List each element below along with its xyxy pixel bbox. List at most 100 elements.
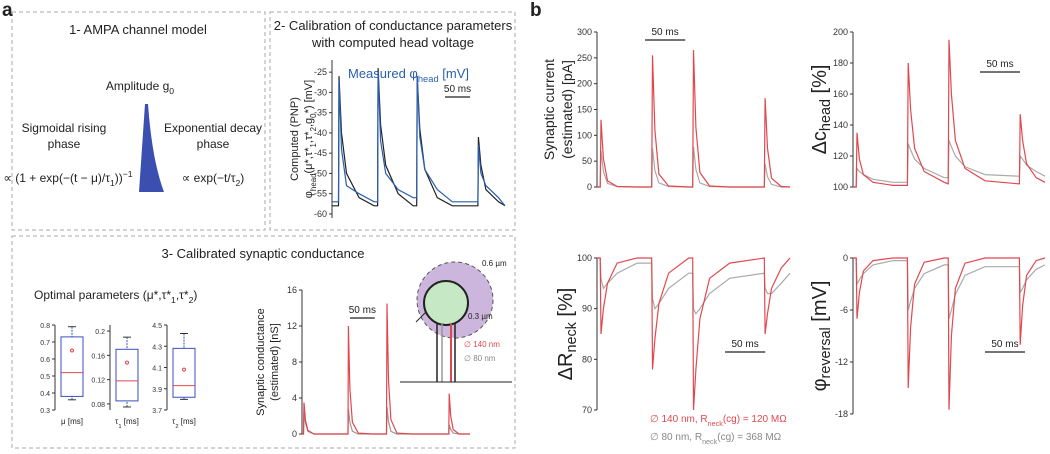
panel-title: with computed head voltage [311, 35, 474, 50]
text-part: reversal [818, 327, 834, 378]
y-tick-label: 100 [577, 130, 592, 140]
panel-box [11, 235, 516, 449]
panel-box [269, 11, 516, 231]
text-part: φ [303, 191, 315, 198]
text-part: 2 [175, 424, 178, 430]
y-tick-label: 3.9 [152, 387, 162, 394]
pointer [415, 311, 427, 323]
text-part: Optimal parameters (μ*,τ* [34, 288, 171, 302]
text-part: ,τ* [176, 288, 189, 302]
y-tick-label: 100 [833, 182, 848, 192]
y-tick-label: 0 [843, 253, 848, 263]
box [172, 347, 196, 398]
legend-entry: Measured φhead [mV] [348, 66, 469, 84]
text-part: [%] [809, 65, 831, 99]
annotation: Sigmoidal rising [22, 121, 107, 135]
legend-entry: ∅ 80 nm [464, 354, 496, 363]
y-axis-label: ΔRneck [%] [555, 288, 580, 381]
y-tick-label: 4 [292, 393, 297, 403]
y-axis-label: Synaptic current [541, 59, 557, 160]
y-tick-label: 100 [577, 253, 592, 263]
y-tick-label: 120 [833, 151, 848, 161]
y-tick-label: 0.7 [40, 340, 50, 347]
text-part: ∅ 140 nm, R [650, 414, 708, 425]
annotation: Amplitude g0 [106, 79, 174, 96]
text-part: 1 [171, 295, 176, 305]
series-line [332, 68, 506, 207]
text-part: 0 [169, 86, 174, 96]
text-part: (μ*,τ* [303, 147, 315, 174]
y-tick-label: 200 [577, 79, 592, 89]
y-axis-label: φhead(μ*,τ*1,τ*2,g0*) [mV] [303, 80, 318, 198]
panel-box [11, 11, 266, 231]
text-part: 1 [110, 178, 115, 188]
text-part: neck [564, 321, 580, 352]
y-tick-label: 150 [577, 105, 592, 115]
y-tick-label: 12 [287, 321, 297, 331]
panel-title: 3- Calibrated synaptic conductance [161, 246, 364, 261]
formula: ∝ (1 + exp(−(t − μ)/τ1))−1 [3, 169, 132, 188]
y-tick-label: 0.8 [40, 323, 50, 330]
y-tick-label: 0 [292, 429, 297, 439]
text-part: 1 [118, 424, 121, 430]
y-tick-label: 4.5 [152, 323, 162, 330]
text-part: ,g [303, 118, 315, 127]
y-tick-label: -35 [314, 108, 327, 118]
annotation: Exponential decay [164, 121, 262, 135]
text-part: [ms] [122, 417, 139, 426]
text-part: Δc [809, 131, 831, 154]
scale-bar-label: 50 ms [651, 27, 678, 38]
y-axis-label: Δchead [%] [809, 65, 834, 155]
spine-head [423, 280, 469, 326]
series-line [853, 39, 1046, 188]
text-part: ) [240, 171, 244, 185]
text-part: ) [193, 288, 197, 302]
text-part: Measured φ [348, 66, 418, 81]
scale-bar-label: 50 ms [991, 339, 1018, 350]
y-tick-label: 180 [833, 58, 848, 68]
text-part: [mV] [809, 281, 831, 328]
y-tick-label: 200 [833, 27, 848, 37]
text-part: head [418, 74, 439, 84]
y-tick-label: -55 [314, 189, 327, 199]
text-part: −1 [123, 169, 133, 179]
series-line [853, 257, 1046, 410]
box-label: τ1 [ms] [115, 417, 139, 430]
y-tick-label: -60 [314, 209, 327, 219]
y-tick-label: 70 [582, 405, 592, 415]
y-tick-label: -30 [314, 87, 327, 97]
scale-bar-label: 50 ms [349, 305, 376, 316]
y-tick-label: 4.3 [152, 344, 162, 351]
y-tick-label: 0.2 [95, 329, 105, 336]
series-line [597, 50, 791, 188]
y-axis-label: (estimated) [pA] [559, 60, 575, 159]
text-part: τ [115, 417, 119, 426]
y-tick-label: -45 [314, 148, 327, 158]
y-axis-label: φreversal [mV] [809, 281, 834, 392]
text-part: )) [115, 171, 123, 185]
scale-bar-label: 50 ms [731, 339, 758, 350]
y-tick-label: 0.5 [40, 374, 50, 381]
y-tick-label: 4.1 [152, 366, 162, 373]
annotation: Optimal parameters (μ*,τ*1,τ*2) [34, 288, 197, 305]
scale-bar-label: 50 ms [986, 59, 1013, 70]
text-part: (cg) = 368 MΩ [717, 432, 781, 443]
panel-title: 1- AMPA channel model [69, 22, 207, 37]
y-tick-label: 8 [292, 357, 297, 367]
text-part: ΔR [555, 353, 577, 381]
y-axis-label: Computed (PNP) [289, 97, 301, 181]
text-part: head [818, 99, 834, 131]
y-tick-label: 0.4 [40, 391, 50, 398]
legend-entry: ∅ 80 nm, Rneck(cg) = 368 MΩ [650, 432, 782, 446]
y-tick-label: 80 [582, 354, 592, 364]
y-tick-label: 3.7 [152, 408, 162, 415]
text-part: ∅ 80 nm, R [650, 432, 702, 443]
y-tick-label: 0.3 [40, 408, 50, 415]
y-tick-label: 300 [577, 27, 592, 37]
box-label: μ [ms] [61, 417, 83, 426]
text-part: 2 [235, 178, 240, 188]
text-part: [%] [555, 288, 577, 322]
legend-entry: ∅ 140 nm, Rneck(cg) = 120 MΩ [650, 414, 787, 428]
box [60, 336, 84, 397]
y-tick-label: 16 [287, 285, 297, 295]
